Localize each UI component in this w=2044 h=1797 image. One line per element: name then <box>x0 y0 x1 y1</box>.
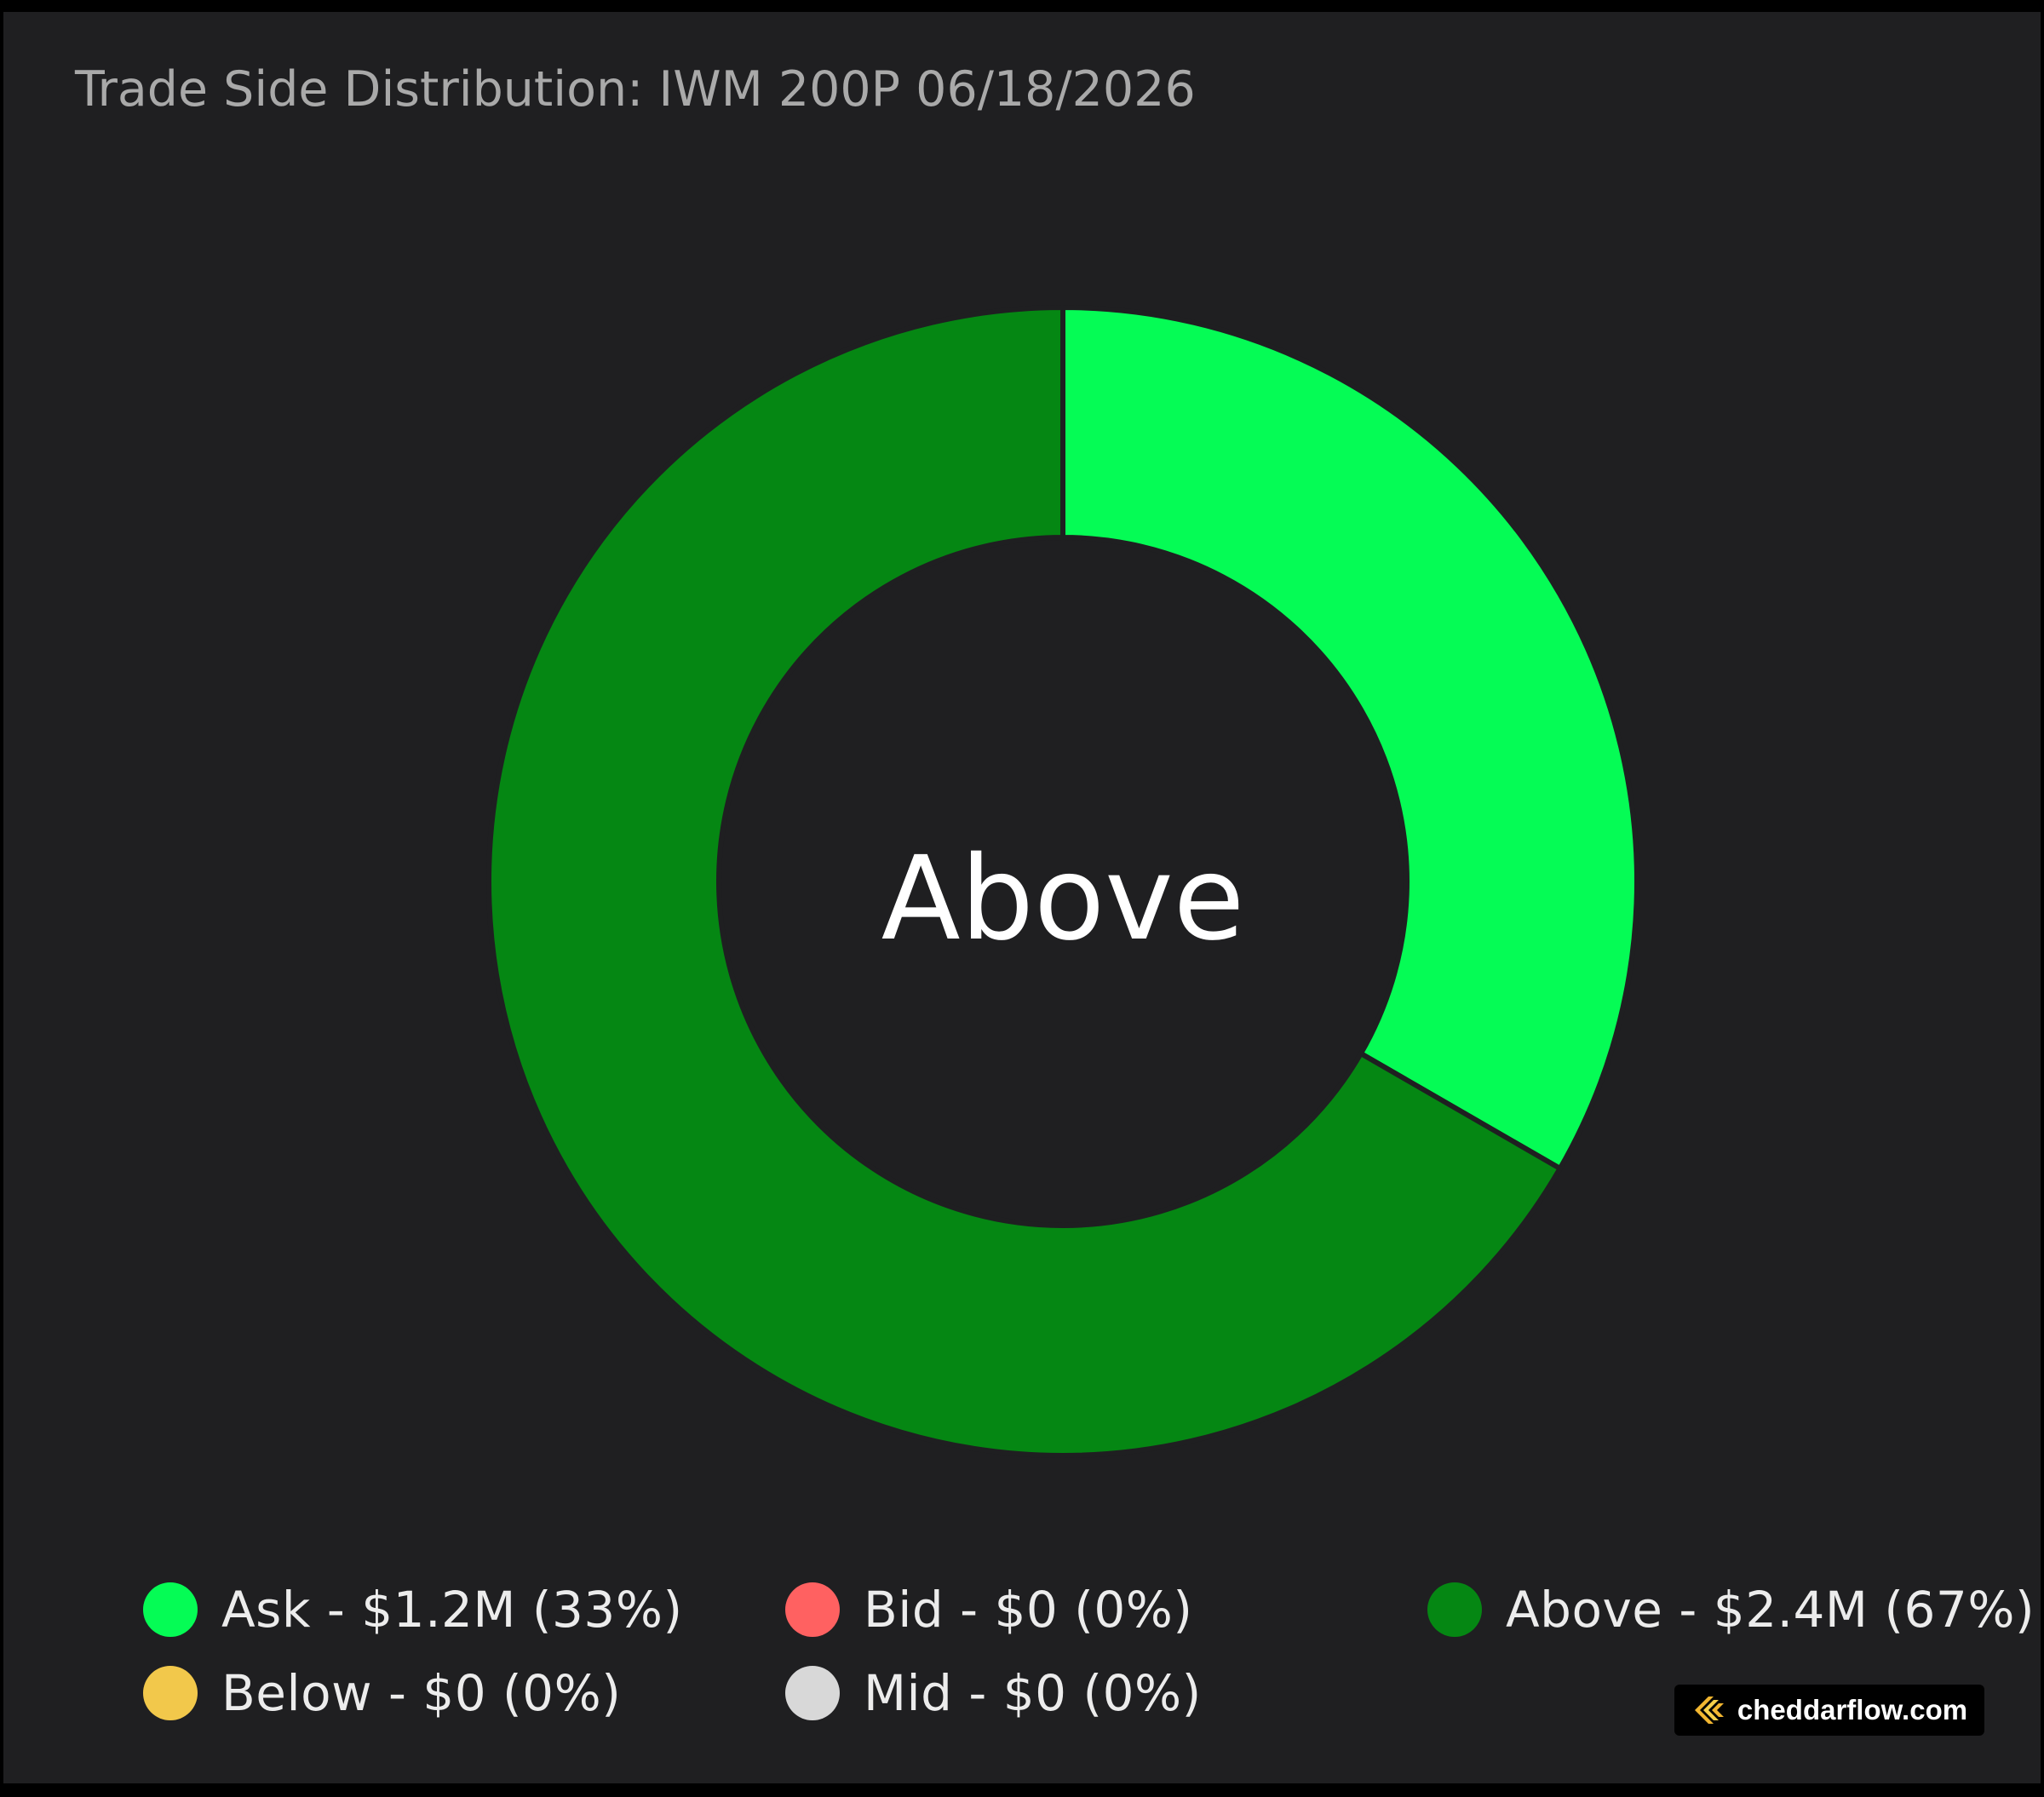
cheddarflow-watermark: cheddarflow.com <box>1674 1685 1984 1736</box>
donut-slice-ask[interactable] <box>1060 305 1639 1171</box>
chart-title: Trade Side Distribution: IWM 200P 06/18/… <box>75 61 1196 118</box>
brand-text: cheddarflow.com <box>1737 1694 1968 1725</box>
donut-center-label: Above <box>881 832 1245 967</box>
cheddarflow-logo-icon <box>1694 1697 1724 1724</box>
donut-chart: Above <box>486 305 1639 1458</box>
chart-panel: Trade Side Distribution: IWM 200P 06/18/… <box>3 12 2041 1783</box>
donut-slice-above[interactable] <box>486 305 1563 1458</box>
